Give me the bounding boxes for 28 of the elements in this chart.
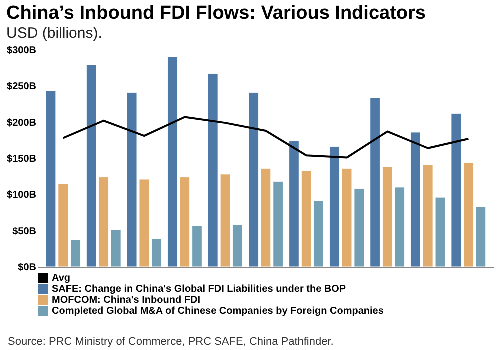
bar [248, 92, 259, 268]
y-tick-label: $200B [7, 118, 36, 129]
legend-label: Avg [52, 273, 71, 284]
chart-title: China’s Inbound FDI Flows: Various Indicators [6, 3, 426, 24]
legend-label: SAFE: Change in China's Global FDI Liabilities under the BOP [52, 284, 346, 295]
bar [232, 224, 243, 268]
bar [260, 168, 272, 268]
source-note: Source: PRC Ministry of Commerce, PRC SAFE, China Pathfinder. [7, 335, 335, 350]
bar [111, 230, 122, 268]
y-tick-label: $300B [7, 46, 36, 56]
legend-label: Completed Global M&A of Chinese Companies by Foreign Companies [52, 306, 384, 317]
line-series [62, 116, 470, 159]
bar [410, 132, 421, 268]
y-tick-label: $0B [18, 262, 36, 274]
bar [152, 238, 162, 268]
chart-subtitle: USD (billions). [6, 25, 102, 42]
bar [70, 240, 81, 268]
y-tick-label: $50B [12, 226, 36, 238]
y-tick-label: $150B [7, 154, 36, 165]
y-tick-label: $100B [7, 190, 36, 202]
bar [192, 226, 202, 268]
bar [330, 146, 340, 268]
bar [370, 97, 380, 268]
bar [289, 140, 300, 268]
bar [451, 113, 462, 268]
y-tick-label: $250B [7, 82, 36, 93]
legend-label: MOFCOM: China's Inbound FDI [52, 295, 201, 306]
bar [273, 181, 284, 268]
